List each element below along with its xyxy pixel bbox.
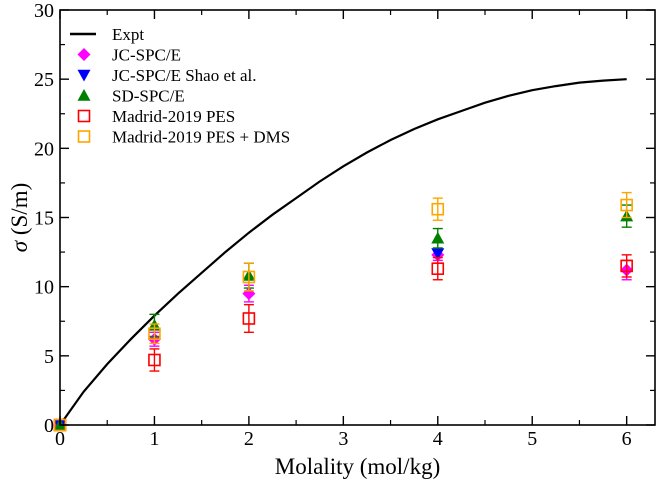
y-tick-label: 25: [34, 69, 54, 91]
y-axis-symbol: σ: [7, 239, 32, 252]
legend-swatch: [77, 130, 91, 143]
series-madrid-2019-pes-dms: [53, 191, 633, 432]
x-axis-label: Molality (mol/kg): [275, 454, 440, 479]
data-point: [148, 353, 161, 367]
data-point: [242, 312, 256, 325]
data-point: [148, 327, 161, 341]
y-tick-label: 20: [34, 138, 54, 160]
y-axis-unit: (S/m): [7, 183, 32, 241]
y-tick-label: 5: [44, 346, 54, 368]
x-tick-label: 0: [55, 428, 65, 450]
data-point: [620, 259, 633, 273]
y-tick-label: 0: [44, 415, 54, 437]
y-tick-label: 10: [34, 277, 54, 299]
x-tick-label: 3: [338, 428, 348, 450]
x-tick-label: 1: [149, 428, 159, 450]
legend-label: SD-SPC/E: [112, 87, 185, 106]
axis-ticks: 0 1 2 3 4 5 6 0 5 10 15 20 25 30: [34, 0, 655, 450]
legend-label: JC-SPC/E Shao et al.: [112, 66, 257, 85]
series-jc-spc-e: [53, 248, 634, 432]
legend-label: Madrid-2019 PES: [112, 107, 235, 126]
legend-swatch: [77, 109, 91, 123]
x-tick-label: 6: [622, 428, 632, 450]
y-axis-label: σ (S/m): [7, 183, 32, 252]
y-tick-label: 15: [34, 208, 54, 230]
legend-label: JC-SPC/E: [112, 46, 181, 65]
y-tick-label: 30: [34, 0, 54, 22]
data-point: [431, 202, 445, 216]
data-point: [431, 262, 445, 275]
legend-swatch: [77, 69, 91, 82]
data-point: [431, 248, 445, 260]
legend-label: Madrid-2019 PES + DMS: [112, 128, 290, 147]
data-point: [620, 198, 633, 212]
data-point: [242, 270, 256, 284]
plot-marks: [53, 78, 634, 432]
x-tick-label: 5: [527, 428, 537, 450]
legend-swatch: [77, 48, 91, 61]
x-tick-label: 4: [433, 428, 443, 450]
series-sd-spc-e: [53, 204, 634, 431]
x-tick-label: 2: [244, 428, 254, 450]
legend-swatch: [77, 89, 91, 101]
data-point: [431, 231, 445, 244]
legend: Expt JC-SPC/EJC-SPC/E Shao et al. SD-SPC/E…: [70, 25, 290, 147]
series-madrid-2019-pes: [53, 254, 633, 432]
legend-label-expt: Expt: [112, 25, 144, 44]
